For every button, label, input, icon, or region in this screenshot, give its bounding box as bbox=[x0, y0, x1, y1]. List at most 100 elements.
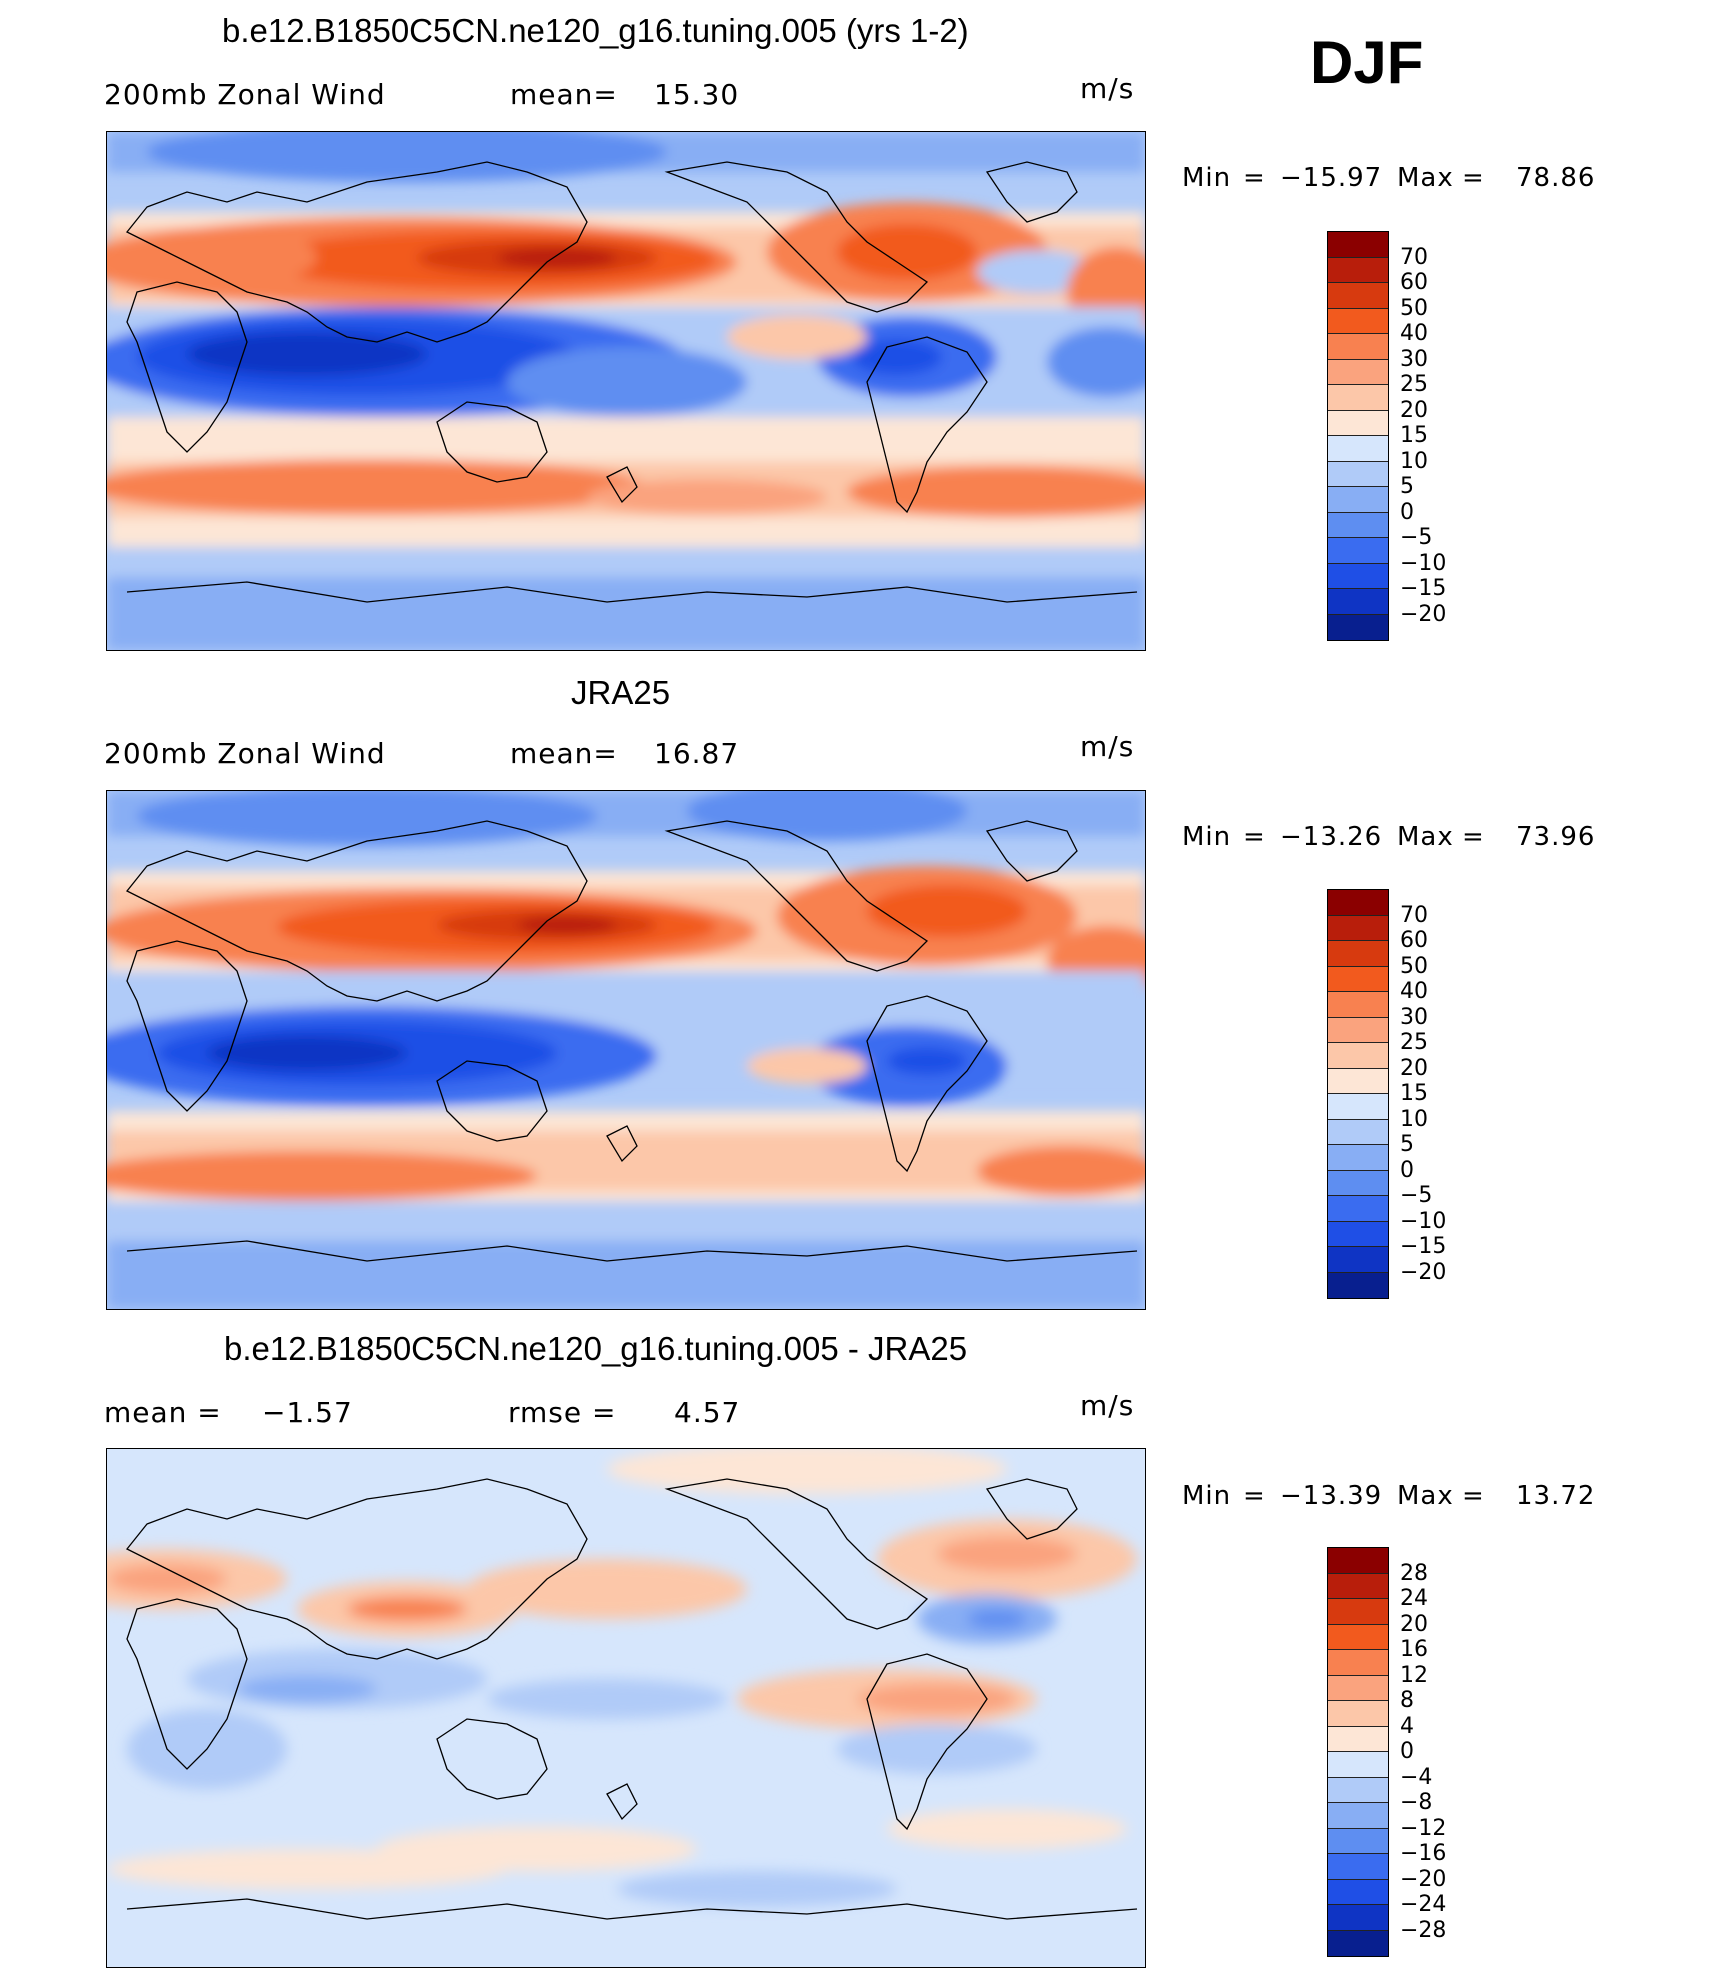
panel3-max-label: Max bbox=[1397, 1481, 1454, 1511]
colorbar-tick-label: −20 bbox=[1400, 1259, 1447, 1285]
panel3-max-value: 13.72 bbox=[1516, 1481, 1596, 1511]
colorbar-tick-label: −4 bbox=[1400, 1764, 1433, 1790]
colorbar-tick-label: −10 bbox=[1400, 1208, 1447, 1234]
colorbar-tick-label: 50 bbox=[1400, 295, 1428, 321]
colorbar-swatch bbox=[1328, 1068, 1388, 1094]
panel1-mean-value: 15.30 bbox=[654, 78, 740, 111]
colorbar-tick-label: 70 bbox=[1400, 244, 1428, 270]
season-label: DJF bbox=[1310, 29, 1424, 96]
colorbar-tick-label: −8 bbox=[1400, 1790, 1433, 1815]
colorbar-swatch bbox=[1328, 461, 1388, 487]
colorbar-swatch bbox=[1328, 334, 1388, 360]
colorbar-swatch bbox=[1328, 283, 1388, 309]
panel2-map bbox=[106, 790, 1146, 1310]
panel2-mean-value: 16.87 bbox=[654, 737, 740, 770]
colorbar-swatch bbox=[1328, 563, 1388, 589]
colorbar-swatch bbox=[1328, 915, 1388, 941]
colorbar-swatch bbox=[1328, 1905, 1388, 1931]
colorbar-tick-label: 60 bbox=[1400, 270, 1428, 295]
colorbar-swatch bbox=[1328, 1247, 1388, 1273]
colorbar-swatch bbox=[1328, 1675, 1388, 1701]
colorbar-swatch bbox=[1328, 1043, 1388, 1069]
panel1-max-value: 78.86 bbox=[1516, 163, 1596, 193]
colorbar-swatch bbox=[1328, 359, 1388, 385]
colorbar-tick-label: −5 bbox=[1400, 525, 1433, 550]
colorbar-tick-label: −24 bbox=[1400, 1892, 1447, 1917]
panel1-max-eq: = bbox=[1462, 163, 1485, 193]
panel2-units: m/s bbox=[1080, 730, 1135, 763]
panel1-map bbox=[106, 131, 1146, 651]
panel3-mean-value: −1.57 bbox=[262, 1396, 353, 1429]
panel1-max-label: Max bbox=[1397, 163, 1454, 193]
colorbar-swatch bbox=[1328, 1650, 1388, 1676]
colorbar-tick-label: 30 bbox=[1400, 1004, 1428, 1030]
colorbar-swatch bbox=[1328, 487, 1388, 513]
colorbar-tick-label: 50 bbox=[1400, 953, 1428, 979]
colorbar-swatch bbox=[1328, 589, 1388, 615]
colorbar-swatch bbox=[1328, 966, 1388, 992]
colorbar-tick-label: 15 bbox=[1400, 1081, 1428, 1106]
panel3-min-label: Min bbox=[1182, 1481, 1232, 1511]
colorbar-swatch bbox=[1328, 410, 1388, 436]
colorbar-swatch bbox=[1328, 1548, 1388, 1574]
panel3-rmse-label: rmse = bbox=[508, 1396, 617, 1429]
colorbar-tick-label: 40 bbox=[1400, 321, 1428, 346]
colorbar-tick-label: −15 bbox=[1400, 576, 1447, 601]
panel3-title: b.e12.B1850C5CN.ne120_g16.tuning.005 - J… bbox=[224, 1330, 968, 1367]
panel1-title: b.e12.B1850C5CN.ne120_g16.tuning.005 (yr… bbox=[222, 12, 969, 49]
colorbar-swatch bbox=[1328, 1803, 1388, 1829]
panel1-mean-label: mean= bbox=[510, 78, 618, 111]
colorbar-swatch bbox=[1328, 257, 1388, 283]
colorbar-swatch bbox=[1328, 1726, 1388, 1752]
panel2-mean-label: mean= bbox=[510, 737, 618, 770]
colorbar-swatch bbox=[1328, 1221, 1388, 1247]
colorbar-tick-label: −15 bbox=[1400, 1234, 1447, 1259]
colorbar-tick-label: −28 bbox=[1400, 1917, 1447, 1943]
panel1-min-eq: = bbox=[1243, 163, 1266, 193]
colorbar-tick-label: −20 bbox=[1400, 601, 1447, 627]
colorbar-tick-label: 16 bbox=[1400, 1637, 1428, 1662]
panel1-units: m/s bbox=[1080, 72, 1135, 105]
colorbar-tick-label: 24 bbox=[1400, 1586, 1428, 1611]
colorbar-tick-label: −5 bbox=[1400, 1183, 1433, 1208]
colorbar-tick-label: −12 bbox=[1400, 1815, 1447, 1841]
colorbar-swatch bbox=[1328, 1017, 1388, 1043]
colorbar-tick-label: 25 bbox=[1400, 1030, 1428, 1055]
panel1-colorbar bbox=[1327, 231, 1389, 641]
panel3-map bbox=[106, 1448, 1146, 1968]
colorbar-swatch bbox=[1328, 1828, 1388, 1854]
panel2-min-value: −13.26 bbox=[1280, 822, 1383, 852]
panel2-min-eq: = bbox=[1243, 822, 1266, 852]
panel2-max-eq: = bbox=[1462, 822, 1485, 852]
panel3-min-eq: = bbox=[1243, 1481, 1266, 1511]
colorbar-tick-label: 28 bbox=[1400, 1560, 1428, 1586]
colorbar-tick-label: 5 bbox=[1400, 474, 1414, 499]
colorbar-tick-label: 10 bbox=[1400, 448, 1428, 474]
colorbar-swatch bbox=[1328, 1854, 1388, 1880]
colorbar-tick-label: 60 bbox=[1400, 928, 1428, 953]
colorbar-swatch bbox=[1328, 1119, 1388, 1145]
colorbar-swatch bbox=[1328, 385, 1388, 411]
panel2-min-label: Min bbox=[1182, 822, 1232, 852]
panel3-units: m/s bbox=[1080, 1389, 1135, 1422]
colorbar-swatch bbox=[1328, 1624, 1388, 1650]
colorbar-tick-label: 20 bbox=[1400, 1611, 1428, 1637]
colorbar-swatch bbox=[1328, 614, 1388, 640]
colorbar-tick-label: 30 bbox=[1400, 346, 1428, 372]
colorbar-swatch bbox=[1328, 1145, 1388, 1171]
panel1-variable-label: 200mb Zonal Wind bbox=[104, 78, 386, 111]
colorbar-swatch bbox=[1328, 941, 1388, 967]
panel2-variable-label: 200mb Zonal Wind bbox=[104, 737, 386, 770]
colorbar-tick-label: 40 bbox=[1400, 979, 1428, 1004]
colorbar-swatch bbox=[1328, 1752, 1388, 1778]
colorbar-tick-label: 10 bbox=[1400, 1106, 1428, 1132]
colorbar-tick-label: 4 bbox=[1400, 1713, 1414, 1739]
colorbar-tick-label: 0 bbox=[1400, 1157, 1414, 1183]
colorbar-swatch bbox=[1328, 1170, 1388, 1196]
colorbar-tick-label: 8 bbox=[1400, 1688, 1414, 1713]
panel1-min-value: −15.97 bbox=[1280, 163, 1383, 193]
panel3-mean-label: mean = bbox=[104, 1396, 222, 1429]
panel1-min-label: Min bbox=[1182, 163, 1232, 193]
colorbar-swatch bbox=[1328, 1094, 1388, 1120]
colorbar-tick-label: 25 bbox=[1400, 372, 1428, 397]
